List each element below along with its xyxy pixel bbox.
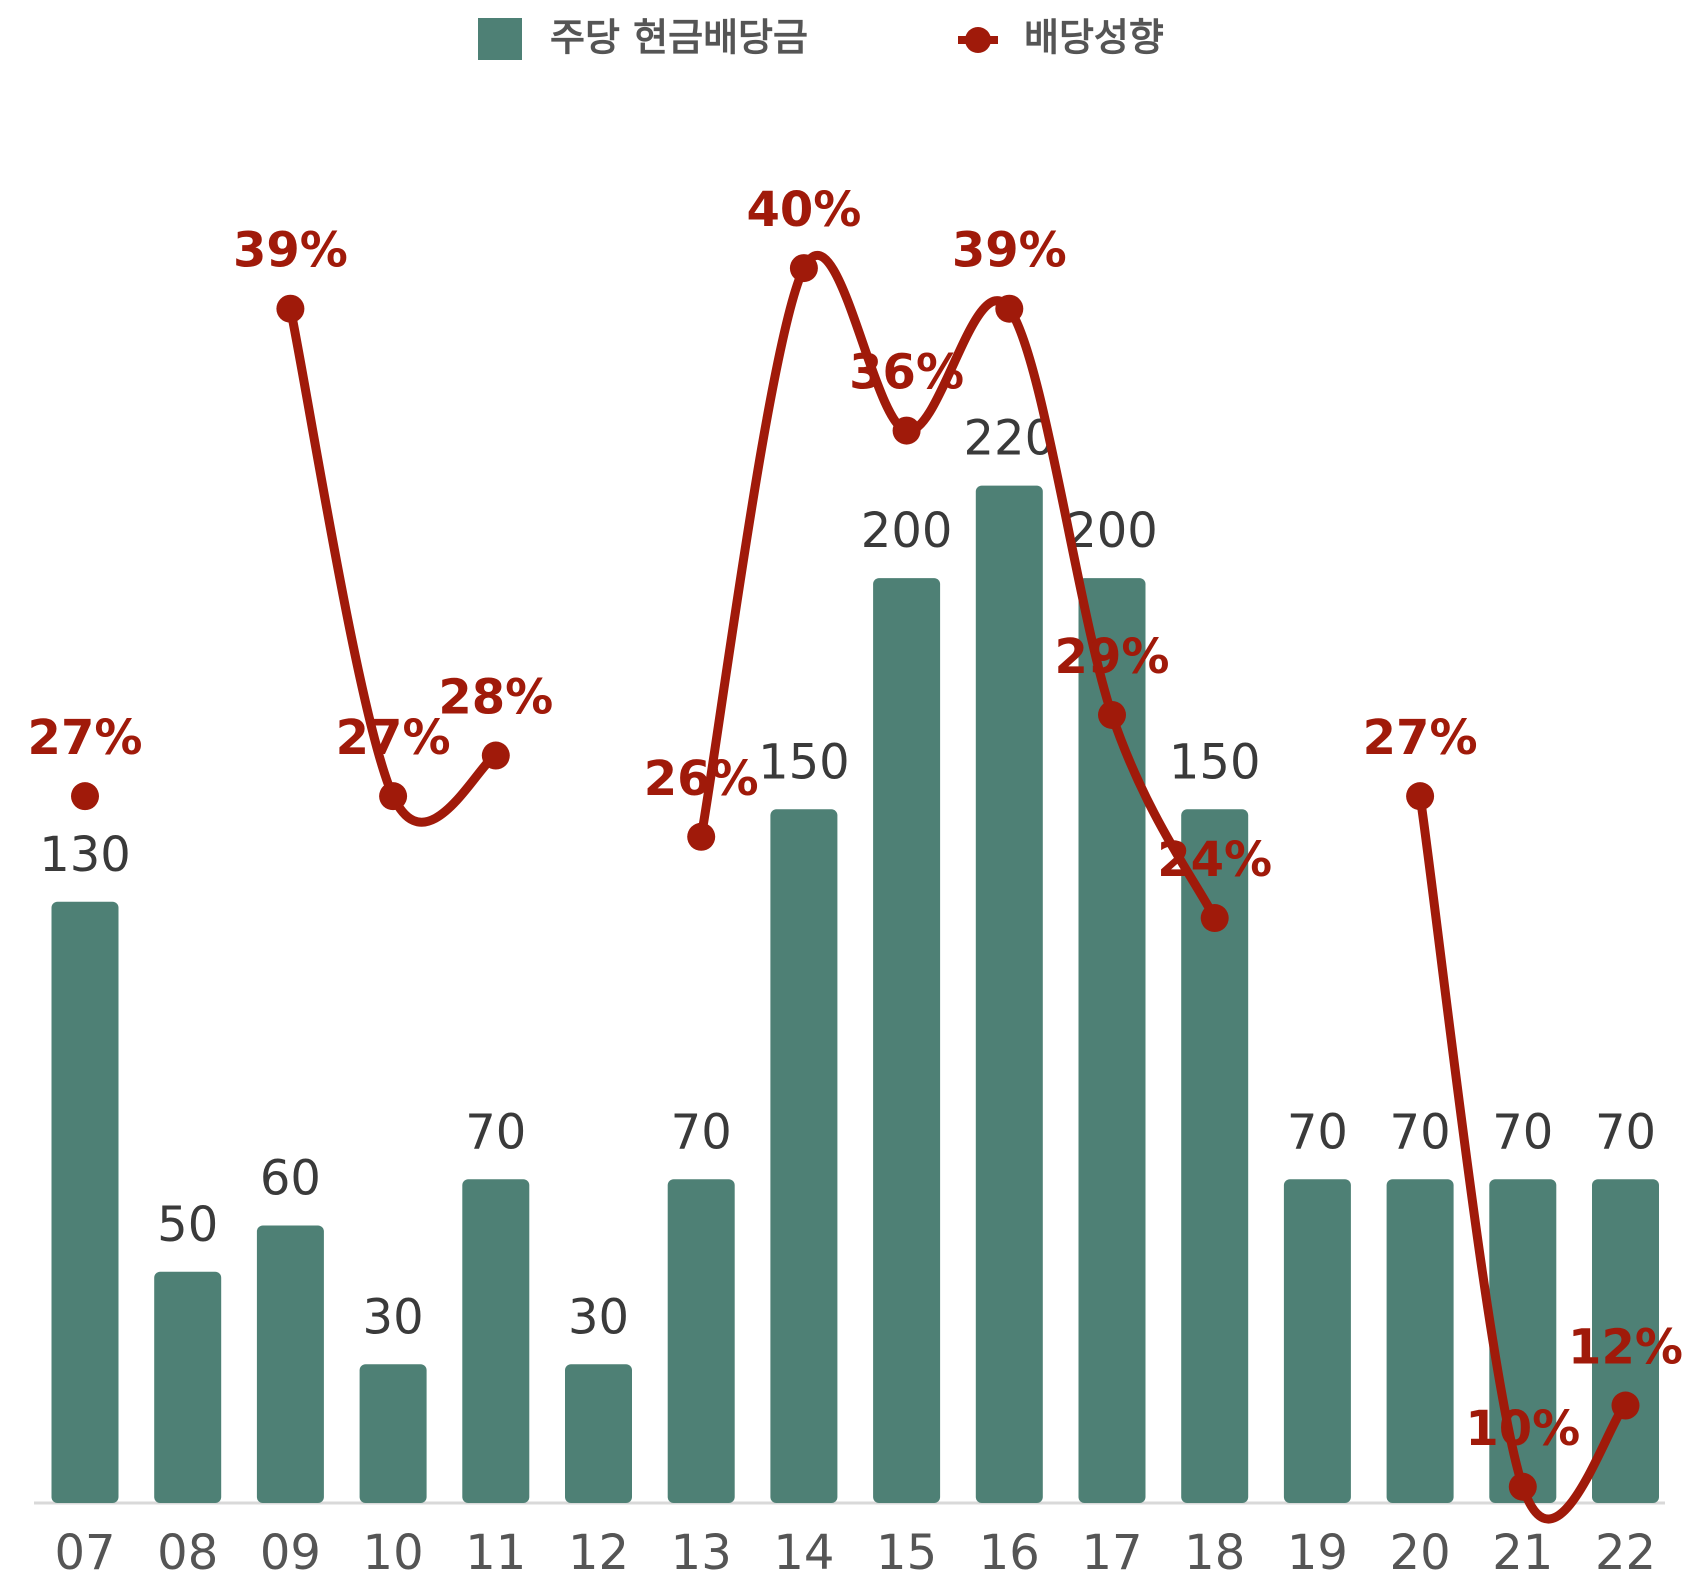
line-value-label: 24% xyxy=(1157,832,1272,888)
x-tick-label: 21 xyxy=(1492,1525,1553,1581)
line-marker xyxy=(1200,904,1229,933)
line-marker xyxy=(1406,782,1435,811)
legend-swatch-marker xyxy=(965,27,991,53)
x-tick-label: 08 xyxy=(157,1525,218,1581)
bar xyxy=(1592,1179,1659,1503)
line-marker xyxy=(379,782,408,811)
bar-value-label: 200 xyxy=(861,503,953,559)
line-value-label: 40% xyxy=(746,182,861,238)
line-value-label: 39% xyxy=(233,223,348,279)
bar-value-label: 150 xyxy=(1169,734,1261,790)
line-value-label: 27% xyxy=(1363,710,1478,766)
bar xyxy=(1283,1179,1351,1503)
bar xyxy=(565,1364,632,1503)
x-tick-label: 20 xyxy=(1390,1525,1451,1581)
line-marker xyxy=(276,294,305,323)
bar xyxy=(1078,578,1146,1503)
line-value-label: 12% xyxy=(1568,1320,1683,1376)
line-value-label: 27% xyxy=(336,710,451,766)
x-tick-label: 18 xyxy=(1184,1525,1245,1581)
bar xyxy=(873,578,941,1503)
legend-label: 배당성향 xyxy=(1024,16,1164,60)
x-tick-label: 22 xyxy=(1595,1525,1656,1581)
bar-value-label: 60 xyxy=(260,1151,321,1207)
bar-value-label: 70 xyxy=(1287,1104,1348,1160)
x-tick-label: 09 xyxy=(260,1525,321,1581)
x-tick-label: 17 xyxy=(1081,1525,1142,1581)
bar xyxy=(51,901,119,1503)
x-tick-label: 13 xyxy=(671,1525,732,1581)
bar xyxy=(1386,1179,1454,1503)
line-marker xyxy=(892,416,921,445)
bar xyxy=(462,1179,530,1503)
line-value-label: 29% xyxy=(1055,629,1170,685)
line-marker xyxy=(1098,700,1126,729)
line-marker xyxy=(1508,1472,1537,1501)
line-marker xyxy=(481,741,510,770)
line-value-label: 10% xyxy=(1465,1401,1580,1457)
legend-swatch-bar xyxy=(478,18,522,60)
line-value-label: 27% xyxy=(28,710,143,766)
line-value-label: 39% xyxy=(952,223,1067,279)
x-tick-label: 14 xyxy=(773,1525,834,1581)
bar-value-label: 70 xyxy=(671,1104,732,1160)
line-value-label: 36% xyxy=(849,345,964,401)
line-value-label: 26% xyxy=(644,751,759,807)
bar-value-label: 70 xyxy=(1390,1104,1451,1160)
x-tick-label: 07 xyxy=(54,1525,115,1581)
bar-value-label: 50 xyxy=(157,1197,218,1253)
bar-value-label: 70 xyxy=(1595,1104,1656,1160)
line-marker xyxy=(789,254,818,283)
bar-value-label: 70 xyxy=(1492,1104,1553,1160)
x-tick-label: 15 xyxy=(876,1525,937,1581)
line-marker xyxy=(1611,1391,1640,1420)
bar xyxy=(1181,809,1249,1503)
bar xyxy=(975,485,1043,1504)
bar xyxy=(359,1364,427,1503)
bar-value-label: 30 xyxy=(363,1289,424,1345)
x-tick-label: 11 xyxy=(465,1525,526,1581)
line-marker xyxy=(71,782,99,811)
bar-value-label: 30 xyxy=(568,1289,629,1345)
line-value-label: 28% xyxy=(438,670,553,726)
x-tick-label: 16 xyxy=(979,1525,1040,1581)
line-marker xyxy=(687,822,716,851)
bar xyxy=(770,809,838,1503)
bar xyxy=(667,1179,735,1503)
x-tick-label: 12 xyxy=(568,1525,629,1581)
bar xyxy=(154,1271,222,1503)
line-marker xyxy=(995,294,1024,323)
bar-value-label: 200 xyxy=(1066,503,1158,559)
legend-label: 주당 현금배당금 xyxy=(550,16,808,60)
legend: 주당 현금배당금 배당성향 xyxy=(478,16,1164,60)
bar-value-label: 150 xyxy=(758,734,850,790)
x-tick-label: 10 xyxy=(363,1525,424,1581)
x-tick-label: 19 xyxy=(1287,1525,1348,1581)
bar-value-label: 70 xyxy=(465,1104,526,1160)
bar xyxy=(256,1225,324,1503)
bar-value-label: 130 xyxy=(39,827,131,883)
bar-value-label: 220 xyxy=(963,411,1055,467)
